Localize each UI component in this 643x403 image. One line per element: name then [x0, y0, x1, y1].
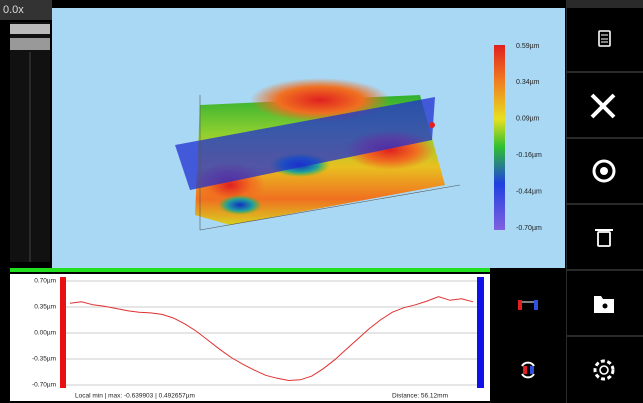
icon — [593, 359, 615, 381]
separator — [10, 268, 490, 272]
section-marker — [429, 122, 435, 128]
colorbar-label: 0.59µm — [516, 43, 540, 50]
icon — [521, 373, 535, 379]
icon — [600, 167, 608, 175]
colorbar-label: 0.34µm — [516, 79, 540, 86]
y-tick-label: 0.35µm — [34, 304, 56, 311]
capture-button[interactable] — [567, 139, 643, 203]
surface-valley — [218, 195, 262, 215]
colorbar-label: -0.70µm — [516, 225, 542, 232]
reset-button[interactable] — [492, 338, 565, 401]
y-tick-label: -0.70µm — [32, 382, 56, 389]
calculator-button[interactable] — [567, 8, 643, 71]
axis-line — [199, 184, 461, 231]
icon — [518, 300, 522, 310]
left-cursor — [60, 277, 66, 388]
button-bg — [567, 205, 643, 269]
section-plane — [175, 97, 435, 190]
colorbar-label: 0.09µm — [516, 116, 540, 123]
distance: Distance: 56.12mm — [392, 393, 448, 400]
delete-button[interactable] — [567, 205, 643, 269]
colorbar-label: -0.16µm — [516, 152, 542, 159]
icon — [523, 366, 527, 374]
zoom-label: 0.0x — [3, 4, 24, 16]
folder-button[interactable] — [567, 271, 643, 335]
y-tick-label: 0.00µm — [34, 330, 56, 337]
3d-surface — [175, 78, 461, 231]
zoom-slider[interactable] — [10, 24, 50, 34]
icon — [592, 159, 616, 183]
zoom-slider-base — [10, 38, 50, 50]
icon — [534, 300, 538, 310]
right-cursor — [477, 277, 484, 388]
local-min-max: Local min | max: -0.639903 | 0.492657µm — [75, 393, 195, 400]
colorbar-label: -0.44µm — [516, 188, 542, 195]
icon — [597, 231, 611, 247]
surface-peak — [250, 78, 390, 122]
y-tick-label: 0.70µm — [34, 278, 56, 285]
button-bg — [492, 338, 565, 401]
button-bg — [492, 274, 565, 336]
icon — [530, 366, 534, 374]
colorbar-labels: 0.59µm 0.34µm 0.09µm -0.16µm -0.44µm -0.70µm — [516, 43, 542, 232]
profile-chart: 0.70µm 0.35µm 0.00µm -0.35µm -0.70µm — [32, 278, 477, 389]
marker-button[interactable] — [492, 274, 565, 336]
profile-panel — [10, 274, 490, 401]
icon — [598, 30, 611, 47]
colorbar — [494, 45, 505, 230]
settings-button[interactable] — [567, 337, 643, 403]
icon — [599, 365, 609, 375]
icon — [521, 361, 535, 367]
button-bg — [567, 337, 643, 403]
tools-button[interactable] — [567, 73, 643, 137]
profile-line — [69, 296, 474, 382]
zoom-box — [0, 0, 52, 20]
y-tick-label: -0.35µm — [32, 356, 56, 363]
icon — [602, 303, 608, 309]
icon — [590, 93, 616, 119]
